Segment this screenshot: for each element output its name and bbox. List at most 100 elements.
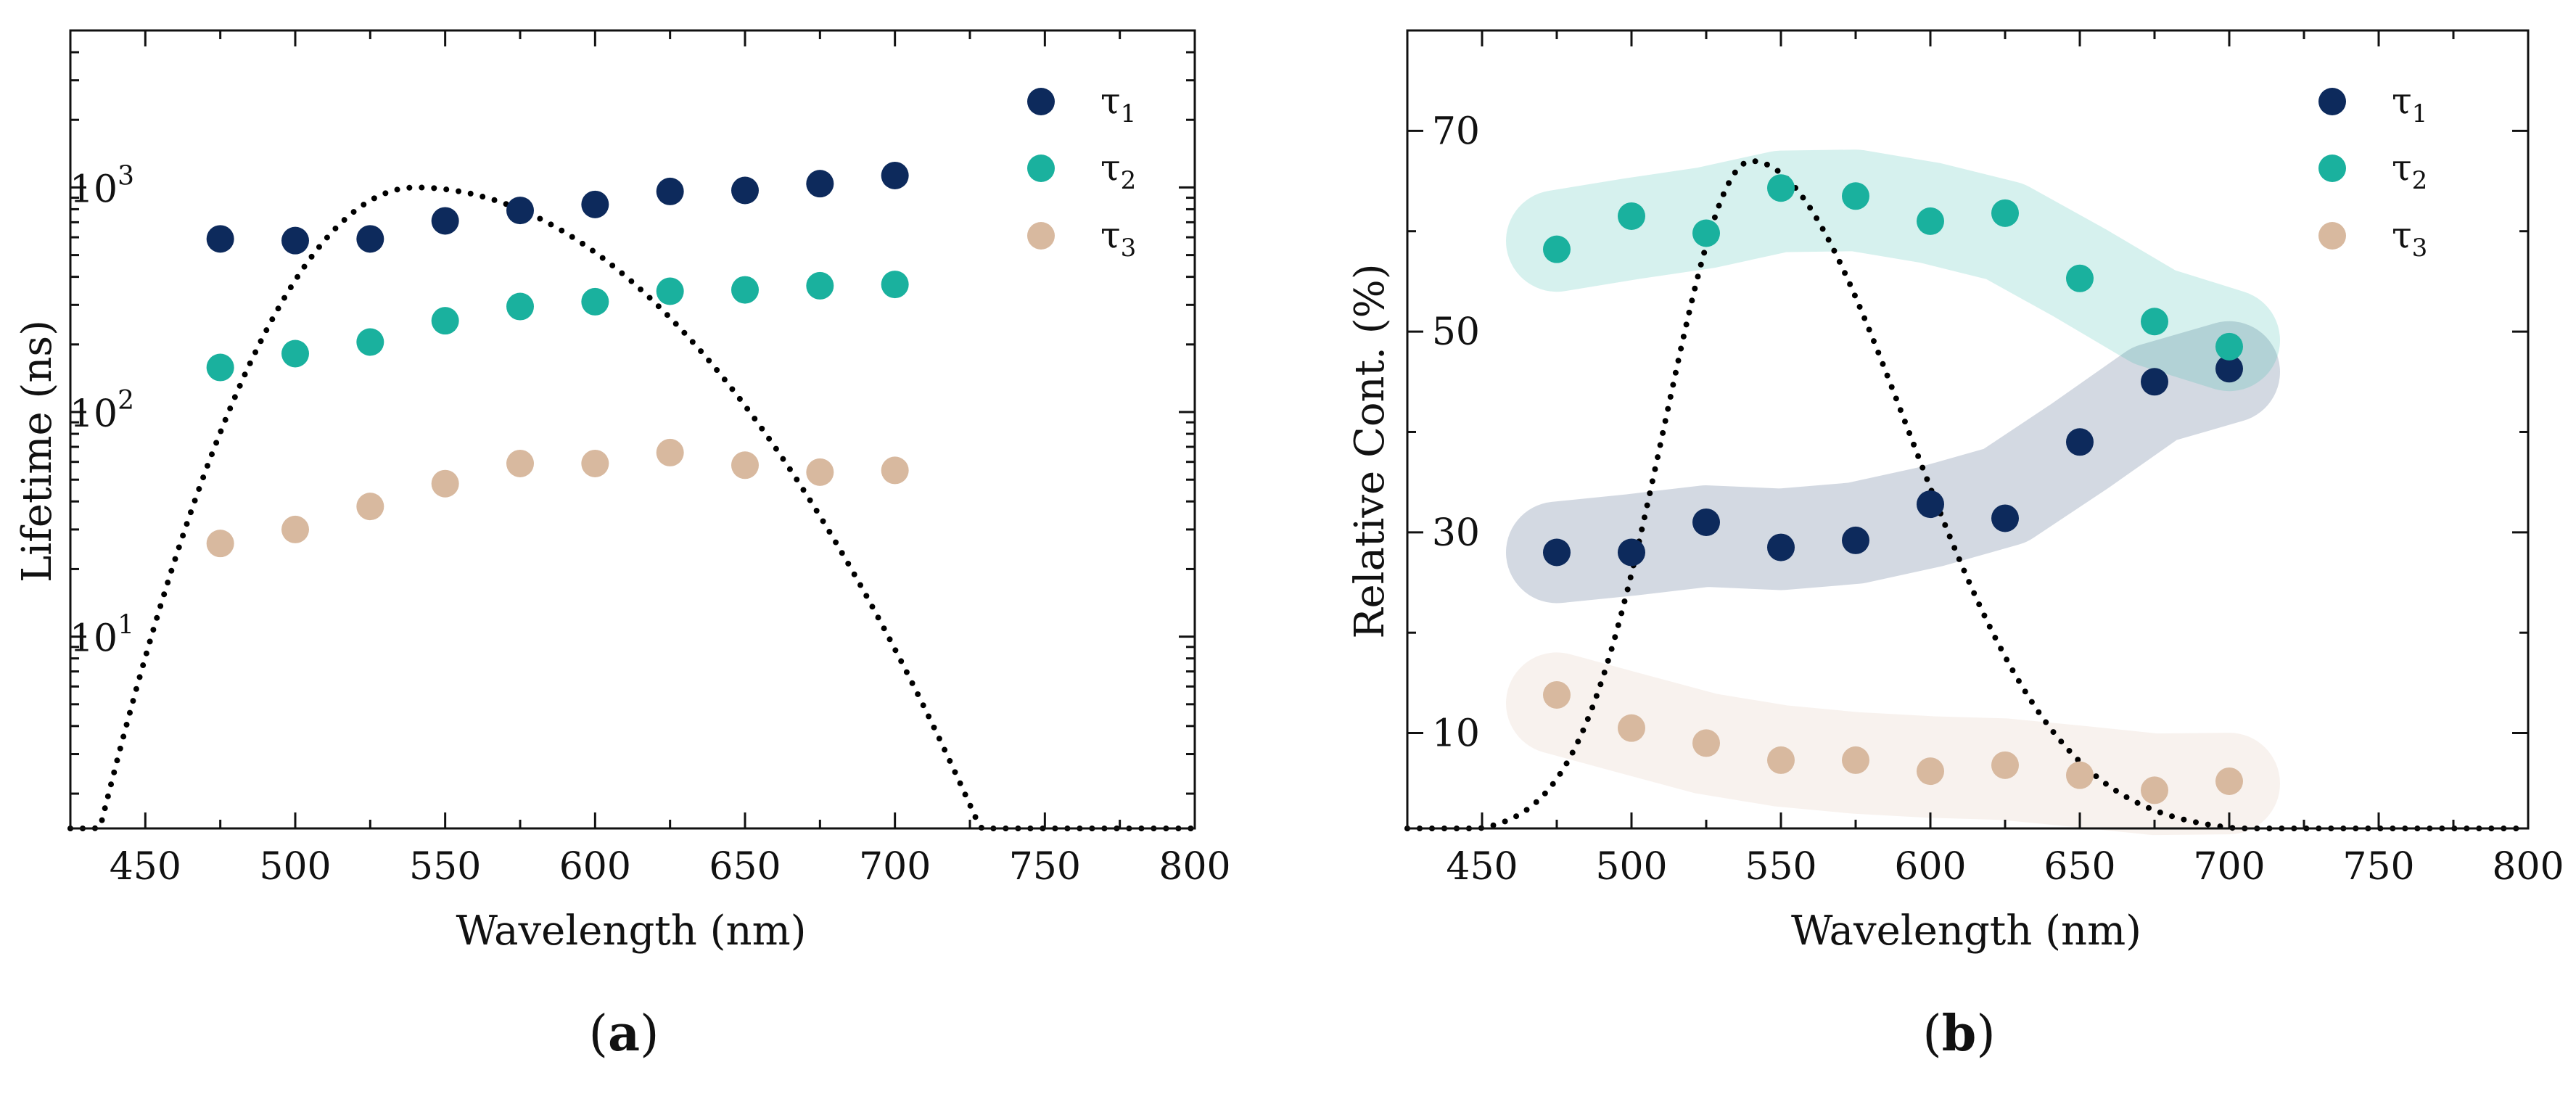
data-point-tau-2 — [1692, 219, 1720, 247]
data-point-tau-1 — [1692, 508, 1720, 536]
highlight-band-tau-2 — [1506, 149, 2280, 392]
x-tick-label: 750 — [1009, 845, 1081, 889]
data-point-tau-3 — [2141, 776, 2168, 804]
data-point-tau-1 — [1543, 538, 1571, 567]
data-point-tau-1 — [431, 207, 459, 235]
data-point-tau-1 — [1917, 490, 1944, 519]
y-tick-label: 50 — [1432, 310, 1480, 354]
data-point-tau-3 — [1991, 751, 2019, 779]
legend-label-tau-1: τ1 — [2392, 80, 2427, 128]
data-point-tau-1 — [1991, 504, 2019, 532]
legend-symbol: τ — [2392, 147, 2412, 189]
data-point-tau-1 — [656, 177, 684, 205]
data-point-tau-3 — [206, 530, 234, 558]
data-point-tau-3 — [506, 449, 534, 477]
series-tau-2 — [1543, 174, 2243, 361]
chart-panel-b: 450 500 550 600 650 700 750 800 10 30 50 70 Waveleng… — [1346, 29, 2564, 1063]
panel-label-open: ( — [588, 1005, 608, 1063]
series-tau-2 — [206, 271, 909, 382]
y-tick-label: 103 — [70, 161, 134, 211]
data-point-tau-2 — [731, 276, 759, 304]
legend-symbol: τ — [2392, 80, 2412, 122]
data-point-tau-2 — [1991, 199, 2019, 227]
legend-label-tau-2: τ2 — [2392, 147, 2427, 195]
y-tick-exponent: 1 — [118, 611, 134, 641]
data-point-tau-1 — [881, 161, 909, 189]
x-tick-label: 650 — [2044, 845, 2115, 889]
x-tick-label: 800 — [1159, 845, 1230, 889]
legend-subscript: 1 — [2412, 99, 2428, 128]
data-point-tau-3 — [1543, 680, 1571, 709]
data-point-tau-3 — [2066, 761, 2094, 789]
data-point-tau-2 — [1842, 182, 1869, 210]
x-axis-title: Wavelength (nm) — [1791, 907, 2141, 955]
x-tick-label: 700 — [2193, 845, 2265, 889]
data-point-tau-3 — [881, 456, 909, 485]
data-point-tau-1 — [806, 170, 834, 198]
x-tick-label: 500 — [259, 845, 331, 889]
data-point-tau-2 — [1917, 207, 1944, 235]
legend-symbol: τ — [1100, 80, 1121, 122]
panel-label-letter: a — [608, 1005, 640, 1063]
series-tau-3 — [1543, 680, 2243, 804]
legend-symbol: τ — [2392, 214, 2412, 256]
chart-panel-a: 450 500 550 600 650 700 750 800101102103Wavelen… — [14, 29, 1231, 1063]
data-point-tau-3 — [431, 469, 459, 498]
data-point-tau-2 — [431, 307, 459, 335]
data-point-tau-2 — [1543, 235, 1571, 263]
x-tick-label: 450 — [110, 845, 181, 889]
legend-label-tau-1: τ1 — [1100, 80, 1136, 128]
panel-label-letter: b — [1942, 1005, 1977, 1063]
data-point-tau-1 — [206, 225, 234, 253]
data-point-tau-2 — [506, 292, 534, 321]
y-tick-base: 10 — [70, 392, 118, 436]
data-point-tau-1 — [2215, 355, 2243, 383]
data-point-tau-1 — [506, 197, 534, 225]
series-tau-3 — [206, 438, 909, 558]
legend-marker-tau-2 — [2318, 155, 2346, 182]
plot-frame — [1406, 29, 2530, 830]
legend-subscript: 2 — [1121, 166, 1137, 195]
y-tick-base: 10 — [70, 168, 118, 211]
legend-symbol: τ — [1100, 147, 1121, 189]
y-tick-label: 30 — [1432, 511, 1480, 555]
emission-curve — [67, 184, 1195, 831]
data-point-tau-1 — [581, 190, 609, 218]
data-point-tau-3 — [1692, 729, 1720, 757]
data-point-tau-3 — [281, 515, 309, 543]
data-point-tau-1 — [1842, 526, 1869, 554]
highlight-band-tau-1 — [1506, 321, 2280, 604]
data-point-tau-3 — [2215, 767, 2243, 795]
data-point-tau-3 — [806, 458, 834, 486]
panel-label: (b) — [1922, 1005, 1996, 1063]
legend-marker-tau-1 — [2318, 88, 2346, 115]
data-point-tau-2 — [806, 271, 834, 300]
data-point-tau-2 — [581, 287, 609, 316]
x-tick-label: 600 — [1894, 845, 1966, 889]
x-tick-label: 700 — [859, 845, 931, 889]
plot-frame — [69, 29, 1196, 830]
data-point-tau-2 — [1767, 174, 1795, 202]
x-tick-label: 450 — [1446, 845, 1518, 889]
data-point-tau-2 — [881, 271, 909, 299]
data-point-tau-3 — [1842, 746, 1869, 774]
data-point-tau-2 — [206, 353, 234, 382]
data-point-tau-1 — [281, 226, 309, 255]
data-point-tau-1 — [2141, 368, 2168, 396]
legend-subscript: 3 — [1121, 234, 1137, 263]
data-point-tau-3 — [656, 438, 684, 466]
y-axis-title: Lifetime (ns) — [14, 320, 61, 583]
x-tick-label: 650 — [709, 845, 781, 889]
legend-subscript: 3 — [2412, 234, 2428, 263]
data-point-tau-2 — [281, 339, 309, 368]
y-tick-exponent: 2 — [118, 386, 134, 416]
panel-label-open: ( — [1922, 1005, 1942, 1063]
y-tick-label: 70 — [1432, 110, 1480, 153]
data-point-tau-3 — [1618, 714, 1645, 742]
data-point-tau-2 — [1618, 202, 1645, 230]
x-tick-label: 500 — [1595, 845, 1667, 889]
data-point-tau-2 — [356, 328, 384, 356]
legend-subscript: 1 — [1121, 99, 1137, 128]
x-tick-label: 800 — [2492, 845, 2564, 889]
data-point-tau-1 — [1767, 533, 1795, 561]
